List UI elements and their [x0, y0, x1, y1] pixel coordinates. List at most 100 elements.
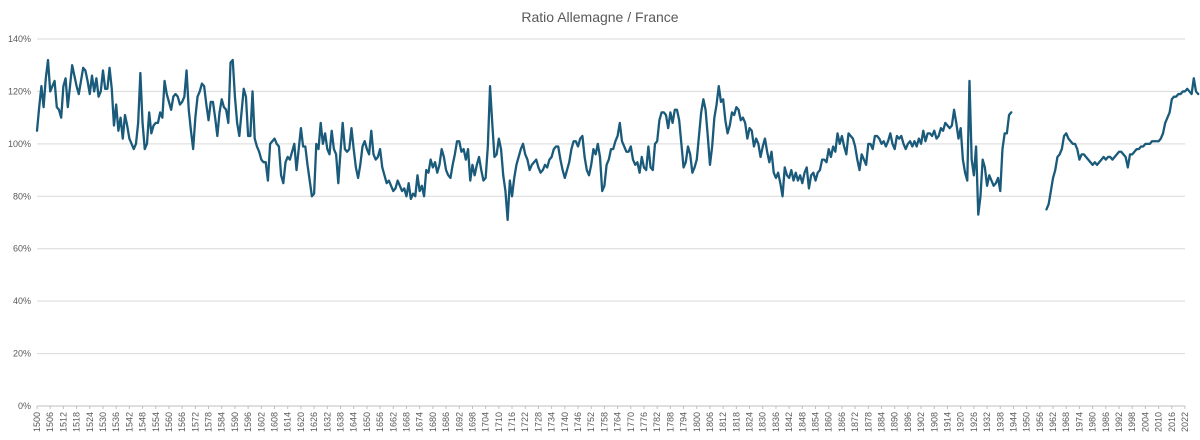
y-tick-label: 20% [13, 349, 31, 359]
x-tick-label: 2010 [1154, 412, 1164, 432]
x-tick-label: 1788 [665, 412, 675, 432]
x-tick-label: 1530 [98, 412, 108, 432]
x-tick-label: 1974 [1074, 412, 1084, 432]
x-tick-label: 1896 [903, 412, 913, 432]
x-tick-label: 1650 [362, 412, 372, 432]
x-tick-label: 1878 [863, 412, 873, 432]
y-tick-label: 0% [18, 401, 31, 411]
y-axis-ticks: 0% 20% 40% 60% 80% 100% 120% 140% [8, 34, 31, 411]
x-tick-label: 1920 [956, 412, 966, 432]
x-tick-label: 1764 [613, 412, 623, 432]
x-tick-label: 1842 [784, 412, 794, 432]
x-tick-label: 1656 [375, 412, 385, 432]
x-tick-label: 1956 [1035, 412, 1045, 432]
x-tick-label: 1704 [481, 412, 491, 432]
x-tick-label: 1806 [705, 412, 715, 432]
x-tick-label: 1566 [177, 412, 187, 432]
x-tick-label: 1848 [797, 412, 807, 432]
x-tick-label: 1644 [349, 412, 359, 432]
x-tick-label: 1698 [467, 412, 477, 432]
x-tick-label: 1716 [507, 412, 517, 432]
x-tick-label: 1746 [573, 412, 583, 432]
x-tick-label: 1728 [533, 412, 543, 432]
chart-title: Ratio Allemagne / France [521, 9, 678, 25]
x-tick-label: 1812 [718, 412, 728, 432]
x-tick-label: 1944 [1008, 412, 1018, 432]
x-tick-label: 1752 [586, 412, 596, 432]
x-tick-label: 1722 [520, 412, 530, 432]
y-tick-label: 120% [8, 86, 31, 96]
series-line-segment-2 [1045, 77, 1200, 211]
x-tick-label: 1680 [428, 412, 438, 432]
x-tick-label: 2022 [1180, 412, 1190, 432]
x-tick-label: 1794 [679, 412, 689, 432]
x-tick-label: 1914 [942, 412, 952, 432]
x-tick-label: 1590 [230, 412, 240, 432]
x-tick-label: 1620 [296, 412, 306, 432]
x-tick-label: 1548 [138, 412, 148, 432]
x-tick-label: 1572 [190, 412, 200, 432]
gridlines [37, 38, 1185, 407]
x-tick-label: 1962 [1048, 412, 1058, 432]
x-tick-label: 1740 [560, 412, 570, 432]
x-tick-label: 1872 [850, 412, 860, 432]
x-tick-label: 1596 [243, 412, 253, 432]
series-line-segment-1 [35, 58, 1013, 222]
x-tick-label: 1866 [837, 412, 847, 432]
x-tick-label: 2004 [1140, 412, 1150, 432]
x-tick-label: 1938 [995, 412, 1005, 432]
x-tick-label: 1824 [745, 412, 755, 432]
x-tick-label: 1602 [256, 412, 266, 432]
x-tick-label: 1542 [124, 412, 134, 432]
x-tick-label: 1560 [164, 412, 174, 432]
x-tick-label: 1686 [441, 412, 451, 432]
x-tick-label: 1668 [401, 412, 411, 432]
x-tick-label: 1818 [731, 412, 741, 432]
x-axis-ticks: 1500 1506 1512 1518 1524 1530 1536 1542 1548 1554… [32, 406, 1190, 432]
x-tick-label: 1710 [494, 412, 504, 432]
x-tick-label: 1986 [1101, 412, 1111, 432]
x-tick-label: 1782 [652, 412, 662, 432]
x-tick-label: 1506 [45, 412, 55, 432]
x-tick-label: 1836 [771, 412, 781, 432]
x-tick-label: 1662 [388, 412, 398, 432]
x-tick-label: 1800 [692, 412, 702, 432]
y-tick-label: 100% [8, 139, 31, 149]
x-tick-label: 1908 [929, 412, 939, 432]
x-tick-label: 1638 [335, 412, 345, 432]
x-tick-label: 1854 [811, 412, 821, 432]
x-tick-label: 1770 [626, 412, 636, 432]
x-tick-label: 1512 [58, 412, 68, 432]
x-tick-label: 1608 [270, 412, 280, 432]
x-tick-label: 1830 [758, 412, 768, 432]
x-tick-label: 1758 [599, 412, 609, 432]
x-tick-label: 1734 [547, 412, 557, 432]
x-tick-label: 1860 [824, 412, 834, 432]
x-tick-label: 1500 [32, 412, 42, 432]
x-tick-label: 1554 [151, 412, 161, 432]
x-tick-label: 1692 [454, 412, 464, 432]
x-tick-label: 2016 [1167, 412, 1177, 432]
x-tick-label: 1980 [1088, 412, 1098, 432]
x-tick-label: 1932 [982, 412, 992, 432]
x-tick-label: 1518 [72, 412, 82, 432]
x-tick-label: 1884 [877, 412, 887, 432]
series-layer [35, 58, 1200, 222]
x-tick-label: 1926 [969, 412, 979, 432]
x-tick-label: 1584 [217, 412, 227, 432]
x-tick-label: 1998 [1127, 412, 1137, 432]
y-tick-label: 140% [8, 34, 31, 44]
x-tick-label: 1950 [1022, 412, 1032, 432]
x-tick-label: 1890 [890, 412, 900, 432]
x-tick-label: 1632 [322, 412, 332, 432]
y-tick-label: 60% [13, 244, 31, 254]
x-tick-label: 1626 [309, 412, 319, 432]
x-tick-label: 1578 [204, 412, 214, 432]
x-tick-label: 1674 [415, 412, 425, 432]
x-tick-label: 1992 [1114, 412, 1124, 432]
y-tick-label: 40% [13, 296, 31, 306]
x-tick-label: 1968 [1061, 412, 1071, 432]
x-tick-label: 1902 [916, 412, 926, 432]
